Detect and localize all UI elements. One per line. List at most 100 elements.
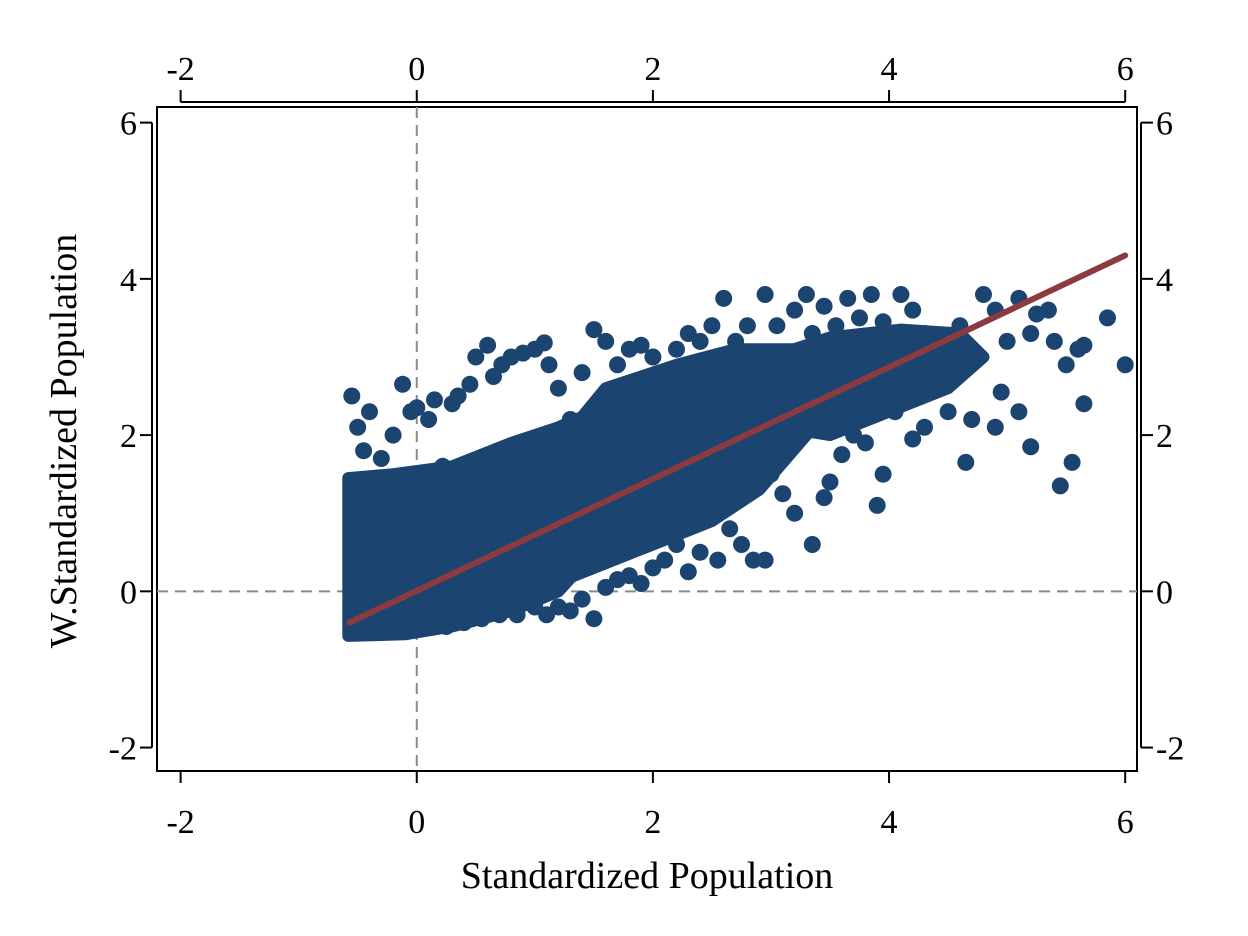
scatter-point <box>703 317 721 335</box>
scatter-point <box>361 403 378 421</box>
scatter-point <box>939 403 957 421</box>
scatter-point <box>868 496 886 514</box>
scatter-point <box>549 379 567 397</box>
scatter-point <box>797 286 815 303</box>
scatter-point <box>1075 395 1093 413</box>
scatter-point <box>1051 477 1069 495</box>
y-tick-label-left: 0 <box>120 574 137 611</box>
fitted-line <box>346 252 1129 626</box>
x-tick-label-top: 2 <box>644 51 661 88</box>
scatter-point <box>585 610 603 628</box>
x-tick-label-top: 4 <box>881 51 898 88</box>
scatter-point <box>1045 332 1063 350</box>
scatter-point <box>904 430 922 448</box>
x-tick-label-top: 6 <box>1117 51 1134 88</box>
scatter-point <box>886 403 904 421</box>
scatter-point <box>455 614 473 632</box>
scatter-point <box>426 391 443 409</box>
scatter-point <box>597 332 615 350</box>
scatter-point <box>803 536 821 553</box>
scatter-point <box>573 590 591 608</box>
scatter-point <box>1075 336 1093 354</box>
x-tick-label-bottom: 2 <box>644 804 661 841</box>
scatter-point <box>644 348 662 366</box>
scatter-points <box>343 286 1134 635</box>
scatter-point <box>1116 356 1134 374</box>
scatter-point <box>904 301 922 319</box>
scatter-point <box>668 340 685 358</box>
scatter-point <box>609 356 626 374</box>
scatter-point <box>434 457 452 475</box>
scatter-point <box>715 289 733 307</box>
reference-lines <box>157 107 1137 771</box>
scatter-point <box>644 559 662 577</box>
x-axis-title: Standardized Population <box>461 855 834 897</box>
scatter-point <box>963 340 981 358</box>
scatter-point <box>862 286 880 303</box>
scatter-point <box>420 411 438 428</box>
scatter-point <box>668 536 685 553</box>
scatter-point <box>632 336 650 354</box>
scatter-point <box>874 465 892 483</box>
scatter-point <box>573 364 591 382</box>
y-tick-label-left: 6 <box>120 106 137 143</box>
scatter-point <box>437 618 455 635</box>
x-tick-label-bottom: 4 <box>881 804 898 841</box>
y-tick-label-left: -2 <box>109 731 137 768</box>
scatter-point <box>691 332 709 350</box>
y-tick-label-right: 2 <box>1156 418 1173 455</box>
scatter-point <box>927 371 945 389</box>
scatter-point <box>508 606 526 624</box>
scatter-point <box>540 356 558 374</box>
x-tick-label-top: -2 <box>166 51 194 88</box>
scatter-point <box>992 383 1010 401</box>
scatter-point <box>845 426 863 444</box>
scatter-point <box>349 418 367 436</box>
scatter-point <box>1057 356 1075 374</box>
y-tick-label-right: 6 <box>1156 106 1173 143</box>
scatter-point <box>355 442 373 460</box>
scatter-point <box>1063 453 1081 471</box>
scatter-point <box>473 610 491 628</box>
scatter-point <box>768 317 786 335</box>
y-tick-label-right: 0 <box>1156 574 1173 611</box>
scatter-point <box>727 332 745 350</box>
scatter-point <box>916 418 933 436</box>
scatter-point <box>372 450 390 467</box>
scatter-point <box>975 286 992 303</box>
scatter-point <box>927 352 945 370</box>
y-tick-label-left: 2 <box>120 418 137 455</box>
scatter-point <box>449 387 467 405</box>
scatter-point <box>756 286 774 303</box>
y-tick-label-left: 4 <box>120 262 137 299</box>
scatter-point <box>691 543 709 561</box>
y-tick-label-right: -2 <box>1156 731 1184 768</box>
scatter-point <box>803 325 821 342</box>
scatter-point <box>1022 325 1040 342</box>
scatter-point <box>851 309 868 327</box>
scatter-point <box>815 297 833 315</box>
x-tick-label-top: 0 <box>408 51 425 88</box>
x-tick-label-bottom: 0 <box>408 804 425 841</box>
scatter-point <box>756 551 774 569</box>
scatter-point <box>479 336 497 354</box>
scatter-point <box>963 411 981 428</box>
scatter-point <box>526 598 544 616</box>
scatter-point <box>561 411 579 428</box>
y-axis-title: W.Standardized Population <box>43 234 85 648</box>
scatter-point <box>490 606 508 624</box>
scatter-point <box>467 348 485 366</box>
scatter-point <box>535 334 553 352</box>
scatter-point <box>721 520 739 538</box>
scatter-point <box>738 317 756 335</box>
scatter-point <box>384 426 402 444</box>
y-tick-label-right: 4 <box>1156 262 1173 299</box>
scatter-point <box>1010 403 1028 421</box>
x-tick-label-bottom: 6 <box>1117 804 1134 841</box>
scatter-point <box>774 485 792 503</box>
scatter-point <box>679 563 697 581</box>
scatter-point <box>892 286 910 303</box>
scatter-point <box>420 618 438 635</box>
scatter-point <box>839 289 857 307</box>
